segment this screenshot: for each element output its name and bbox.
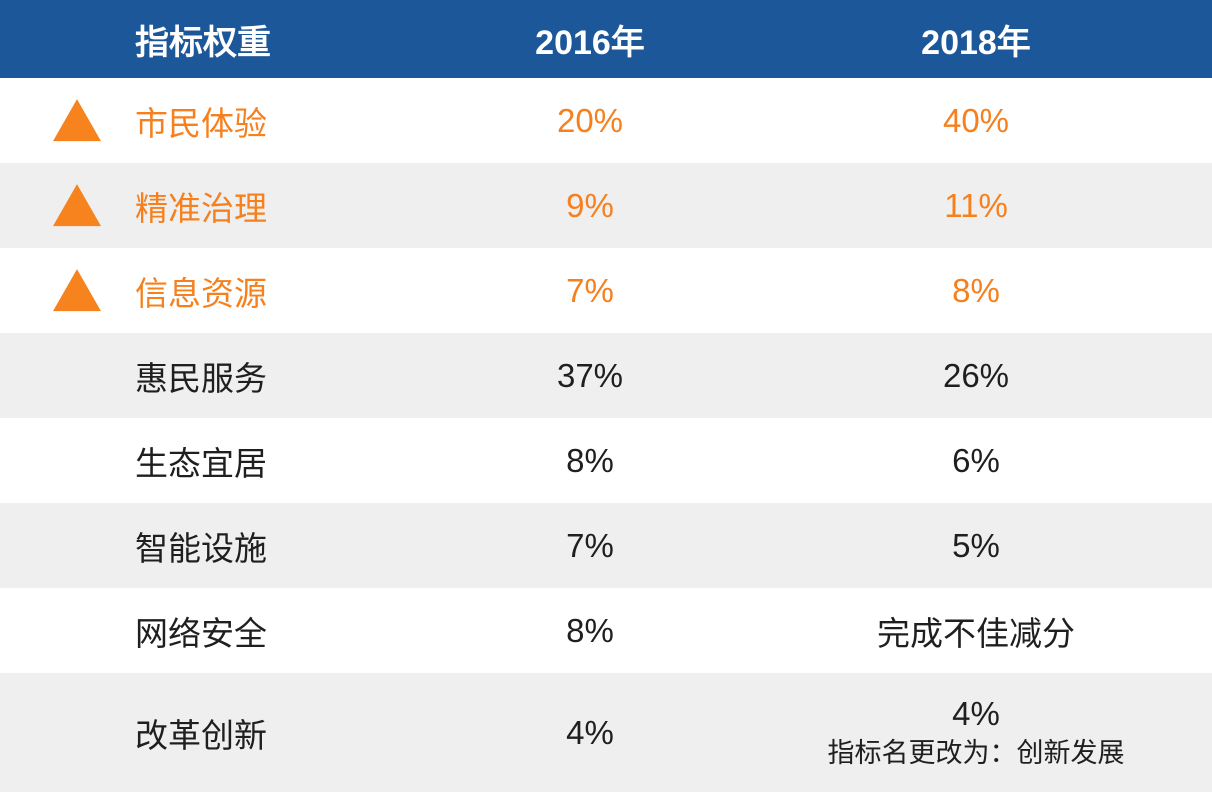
value-2018: 8% (952, 271, 1000, 309)
row-label: 智能设施 (135, 529, 267, 567)
table-header-row: 指标权重 2016年 2018年 (0, 0, 1212, 78)
table-row-public-welfare-services: 惠民服务 37% 26% (0, 333, 1212, 418)
value-2018: 6% (952, 441, 1000, 479)
value-2016: 4% (566, 713, 614, 751)
row-label: 惠民服务 (135, 359, 267, 397)
table-row-smart-facilities: 智能设施 7% 5% (0, 503, 1212, 588)
value-2016: 7% (566, 526, 614, 564)
table-row-citizen-experience: 市民体验 20% 40% (0, 78, 1212, 163)
row-label: 生态宜居 (135, 444, 267, 482)
row-label-text: 市民体验 (135, 104, 267, 142)
value-2018: 11% (944, 186, 1008, 224)
up-triangle-icon (53, 268, 101, 311)
value-2016: 7% (566, 271, 614, 309)
table-row-reform-innovation: 改革创新 4% 4% 指标名更改为：创新发展 (0, 673, 1212, 792)
table-row-ecological-livability: 生态宜居 8% 6% (0, 418, 1212, 503)
table-row-information-resources: 信息资源 7% 8% (0, 248, 1212, 333)
row-label: 改革创新 (135, 716, 267, 754)
value-2018-note: 指标名更改为：创新发展 (827, 738, 1125, 769)
header-indicator-weight: 指标权重 (135, 23, 271, 62)
row-label: 网络安全 (135, 614, 267, 652)
row-label: 信息资源 (0, 267, 440, 315)
value-2018: 26% (942, 356, 1010, 394)
up-triangle-icon (53, 98, 101, 141)
table-row-precise-governance: 精准治理 9% 11% (0, 163, 1212, 248)
value-2018: 完成不佳减分 (877, 614, 1075, 652)
header-2018: 2018年 (921, 23, 1031, 62)
value-2018: 5% (952, 526, 1000, 564)
value-2018-group: 4% 指标名更改为：创新发展 (740, 695, 1212, 770)
value-2016: 8% (566, 441, 614, 479)
row-label-text: 信息资源 (135, 274, 267, 312)
value-2018: 4% (952, 695, 1000, 733)
row-label: 精准治理 (0, 182, 440, 230)
row-label-text: 精准治理 (135, 189, 267, 227)
value-2018: 40% (942, 101, 1010, 139)
value-2016: 20% (556, 101, 624, 139)
up-triangle-icon (53, 183, 101, 226)
value-2016: 9% (566, 186, 614, 224)
row-label: 市民体验 (0, 97, 440, 145)
value-2016: 8% (566, 611, 614, 649)
header-2016: 2016年 (535, 23, 645, 62)
value-2016: 37% (556, 356, 624, 394)
table-row-network-security: 网络安全 8% 完成不佳减分 (0, 588, 1212, 673)
